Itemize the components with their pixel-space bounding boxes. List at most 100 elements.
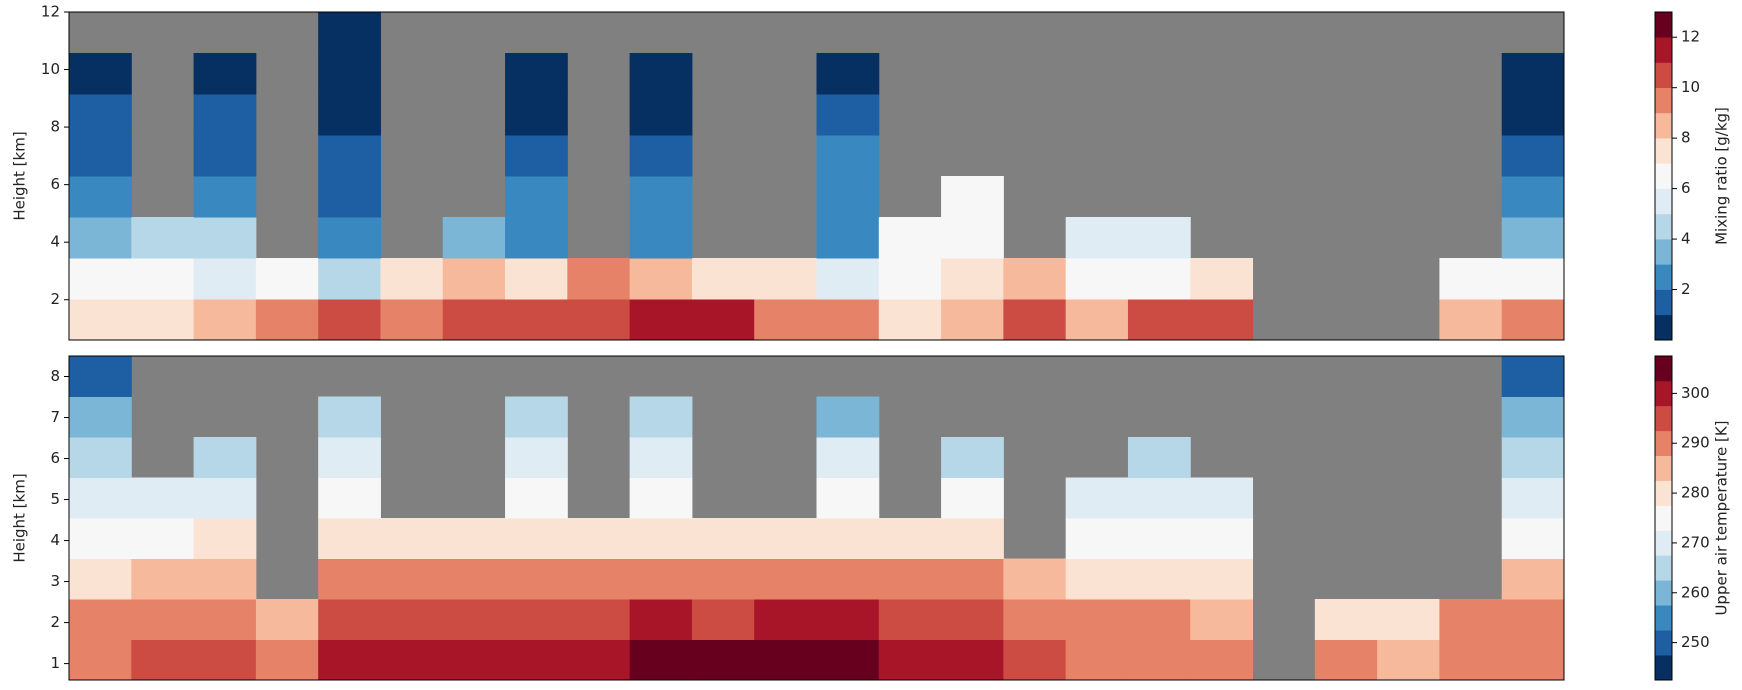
cell: [1501, 356, 1565, 397]
cell: [255, 599, 319, 640]
cell: [816, 135, 880, 177]
cell: [1127, 217, 1191, 259]
colorbar-tick-label: 250: [1681, 633, 1710, 651]
colorbar-tick-label: 260: [1681, 583, 1710, 601]
cell: [380, 639, 444, 681]
cell: [1314, 599, 1378, 640]
cell: [131, 518, 195, 559]
cell: [69, 639, 132, 681]
colorbar-tick-label: 290: [1681, 434, 1710, 452]
colorbar-tick-label: 12: [1681, 28, 1700, 46]
cell: [1501, 94, 1565, 136]
cell: [318, 599, 381, 640]
colorbar-band: [1655, 580, 1672, 606]
cell: [1127, 437, 1191, 478]
cell: [318, 518, 381, 559]
cell: [629, 477, 693, 519]
colorbar-band: [1655, 655, 1672, 681]
cell: [1065, 299, 1129, 341]
cell: [1190, 639, 1254, 681]
cell: [567, 258, 631, 300]
cell: [69, 217, 132, 259]
cell: [255, 258, 319, 300]
cell: [1501, 518, 1565, 559]
cell: [505, 599, 568, 640]
colorbar-band: [1655, 480, 1672, 506]
cell: [69, 94, 132, 136]
cell: [816, 558, 880, 600]
cell: [1003, 639, 1067, 681]
cell: [255, 299, 319, 341]
cell: [1501, 135, 1565, 177]
cell: [941, 599, 1004, 640]
y-tick-label: 1: [50, 654, 60, 672]
cell: [1127, 477, 1191, 519]
y-axis-label: Height [km]: [11, 131, 29, 220]
y-axis-label: Height [km]: [11, 473, 29, 562]
cell: [1501, 258, 1565, 300]
cell: [941, 217, 1004, 259]
cell: [941, 437, 1004, 478]
cell: [816, 518, 880, 559]
colorbar-band: [1655, 630, 1672, 656]
cell: [69, 477, 132, 519]
y-tick-label: 10: [41, 60, 60, 78]
cell: [878, 217, 942, 259]
cell: [629, 518, 693, 559]
cell: [941, 299, 1004, 341]
colorbar-band: [1655, 163, 1672, 189]
cell: [505, 396, 568, 438]
y-tick-label: 3: [50, 572, 60, 590]
cell: [629, 299, 693, 341]
colorbar-tick-label: 8: [1681, 129, 1691, 147]
cell: [816, 299, 880, 341]
cell: [131, 639, 195, 681]
cell: [1501, 396, 1565, 438]
cell: [816, 477, 880, 519]
cell: [1439, 599, 1503, 640]
cell: [505, 217, 568, 259]
colorbar-tick-label: 2: [1681, 280, 1691, 298]
colorbar-band: [1655, 605, 1672, 631]
colorbar-tick-label: 300: [1681, 384, 1710, 402]
cell: [567, 518, 631, 559]
cell: [754, 518, 817, 559]
cell: [131, 217, 195, 259]
cell: [193, 94, 257, 136]
cell: [442, 258, 506, 300]
cell: [442, 599, 506, 640]
cell: [1190, 518, 1254, 559]
cell: [754, 258, 817, 300]
colorbar-band: [1655, 112, 1672, 139]
cell: [816, 437, 880, 478]
cell: [1065, 558, 1129, 600]
cell: [629, 258, 693, 300]
cell: [1003, 558, 1067, 600]
cell: [691, 558, 755, 600]
y-tick-label: 12: [41, 3, 60, 21]
cell: [1065, 599, 1129, 640]
cell: [1065, 258, 1129, 300]
cell: [1127, 518, 1191, 559]
colorbar-label: Mixing ratio [g/kg]: [1713, 107, 1731, 245]
cell: [629, 599, 693, 640]
cell: [629, 396, 693, 438]
cell: [1439, 258, 1503, 300]
colorbar-band: [1655, 356, 1672, 382]
cell: [629, 639, 693, 681]
cell: [442, 299, 506, 341]
cell: [505, 299, 568, 341]
cell: [380, 599, 444, 640]
cell: [131, 258, 195, 300]
cell: [629, 437, 693, 478]
cell: [754, 639, 817, 681]
cell: [754, 299, 817, 341]
cell: [442, 558, 506, 600]
cell: [193, 135, 257, 177]
cell: [318, 258, 381, 300]
cell: [816, 176, 880, 218]
cell: [193, 299, 257, 341]
cell: [69, 135, 132, 177]
cell: [1127, 258, 1191, 300]
